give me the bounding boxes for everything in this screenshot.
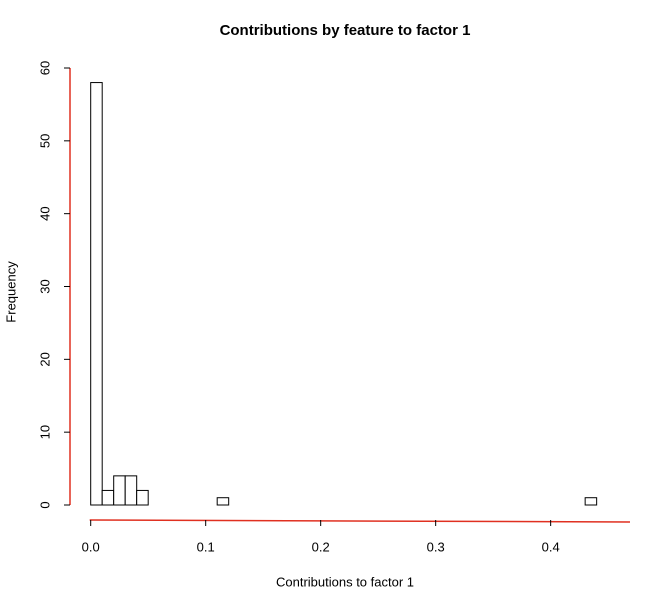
y-tick-label: 40 (37, 206, 52, 220)
y-tick-label: 0 (37, 501, 52, 508)
bar (101, 489, 115, 506)
y-axis-label: Frequency (3, 261, 18, 323)
y-tick-label: 10 (37, 425, 52, 439)
bar (113, 475, 126, 506)
x-tick-label: 0.1 (197, 539, 215, 554)
bar (136, 489, 149, 506)
x-tick-label: 0.0 (82, 539, 100, 554)
chart-title: Contributions by feature to factor 1 (220, 22, 471, 39)
y-tick-label: 30 (37, 279, 52, 293)
x-axis-label: Contributions to factor 1 (276, 574, 414, 589)
bar (216, 497, 230, 506)
y-tick-label: 60 (37, 61, 52, 75)
bar (90, 82, 103, 506)
y-tick-label: 50 (37, 134, 52, 148)
x-axis-line (89, 519, 631, 523)
y-tick-label: 20 (37, 352, 52, 366)
x-tick-label: 0.3 (427, 539, 445, 554)
bar (584, 497, 598, 506)
x-tick-label: 0.2 (312, 539, 330, 554)
bar (124, 475, 138, 506)
x-tick-label: 0.4 (542, 539, 560, 554)
